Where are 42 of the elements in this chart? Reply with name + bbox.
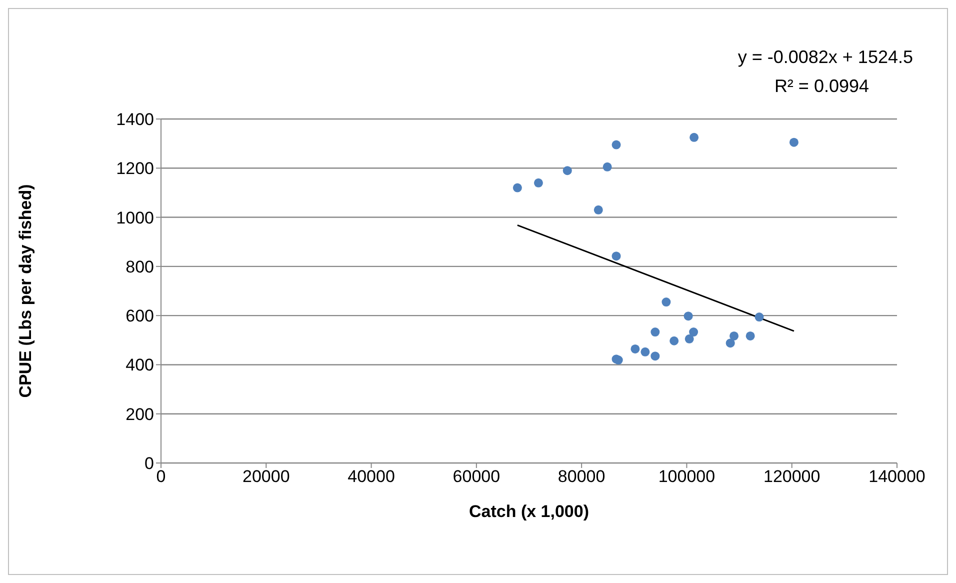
y-tick-label: 200 — [126, 404, 154, 424]
point — [650, 352, 660, 361]
y-tick-label: 0 — [144, 454, 154, 474]
point — [612, 140, 621, 150]
point — [662, 298, 671, 307]
x-tick-label: 80000 — [558, 467, 606, 486]
point — [746, 331, 755, 340]
x-tick-label: 60000 — [452, 467, 500, 486]
x-tick-label: 120000 — [763, 467, 820, 486]
text: R² = 0.0994 — [773, 75, 870, 98]
y-tick-label: 1200 — [116, 159, 154, 178]
y-tick-label: 800 — [126, 257, 154, 276]
text: y = -0.0082x + 1524.5 — [738, 46, 913, 69]
y-axis-title: CPUE (Lbs per day fished) — [16, 184, 36, 398]
point — [690, 132, 699, 142]
point — [726, 338, 735, 348]
x-tick-label: 140000 — [868, 467, 926, 486]
x-tick-label: 100000 — [658, 467, 716, 486]
point — [562, 166, 572, 176]
y-tick-label: 1400 — [116, 110, 154, 130]
y-tick-label: 600 — [126, 306, 154, 326]
point — [650, 328, 660, 337]
point — [684, 334, 694, 344]
point — [594, 205, 603, 214]
point — [512, 183, 522, 192]
y-tick-label: 400 — [126, 356, 154, 375]
point — [684, 312, 693, 321]
x-tick-label: 40000 — [348, 467, 395, 486]
point — [612, 252, 621, 261]
point — [754, 312, 764, 322]
point — [670, 336, 679, 346]
x-axis-title: Catch (x 1,000) — [469, 502, 589, 522]
point — [789, 138, 798, 147]
point — [689, 328, 698, 337]
point — [630, 344, 640, 354]
y-tick-label: 1000 — [116, 208, 154, 228]
x-tick-label: 20000 — [242, 467, 290, 486]
point — [640, 347, 650, 356]
point — [602, 162, 612, 172]
point — [534, 178, 543, 188]
point — [730, 331, 739, 340]
x-tick-label: 0 — [156, 467, 166, 486]
